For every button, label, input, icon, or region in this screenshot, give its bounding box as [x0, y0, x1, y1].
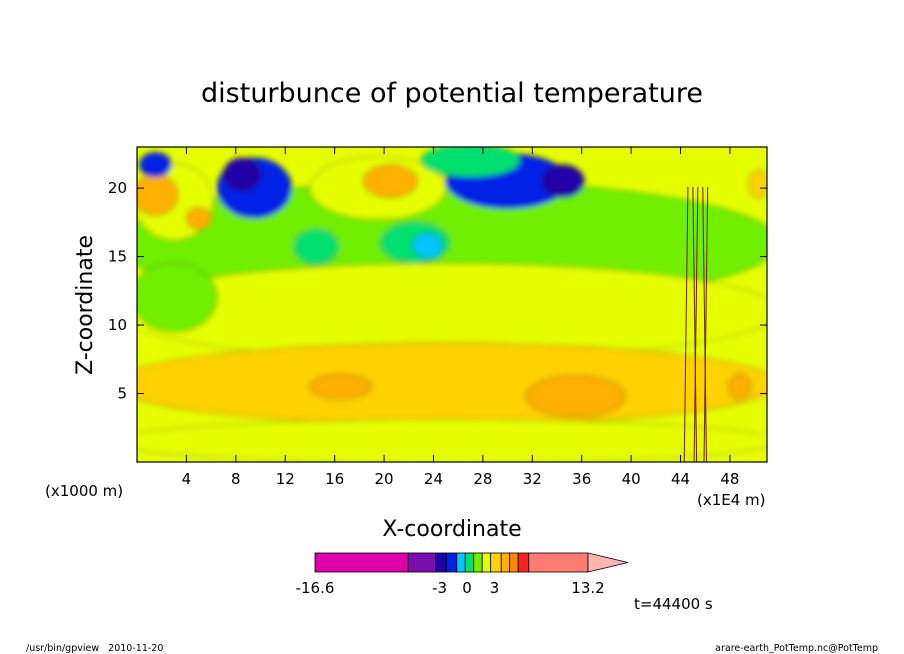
chart-title: disturbunce of potential temperature: [201, 78, 703, 109]
x-tick-label: 16: [325, 470, 344, 488]
disturbance-line: [702, 186, 707, 462]
x-tick-label: 28: [473, 470, 492, 488]
region-high-red-left2: [186, 206, 212, 230]
colorbar-label: 3: [490, 579, 500, 597]
colorbar-segment: [456, 552, 466, 573]
x-unit-label: (x1000 m): [45, 482, 123, 500]
region-high-red-left: [137, 174, 179, 216]
region-high-red-right: [748, 169, 767, 198]
region-purple-34: [541, 164, 585, 198]
x-tick-label: 36: [572, 470, 591, 488]
x-tick-label: 24: [424, 470, 443, 488]
x-extra-label: (x1E4 m): [697, 491, 766, 509]
colorbar-label: -16.6: [296, 579, 335, 597]
x-axis-label: X-coordinate: [382, 517, 521, 542]
region-purple-8: [223, 157, 261, 192]
region-high-red-center: [362, 164, 418, 198]
region-yellow-lower: [137, 419, 767, 462]
region-cyan-top: [420, 147, 521, 178]
colorbar-extension: [587, 552, 629, 573]
colorbar-segment: [509, 552, 519, 573]
region-cyan-14: [293, 228, 339, 266]
colorbar-segment: [481, 552, 492, 573]
colorbar-label: -3: [432, 579, 447, 597]
footer-right: arare-earth_PotTemp.nc@PotTemp: [715, 643, 878, 654]
region-blue-2: [139, 152, 172, 178]
footer-left: /usr/bin/gpview 2010-11-20: [26, 643, 163, 654]
colorbar: -16.6 -3 0 3 13.2: [296, 552, 629, 597]
y-tick-label: 10: [108, 316, 127, 334]
colorbar-label: 0: [462, 579, 472, 597]
contour-regions: [137, 147, 767, 462]
plot-area: [137, 147, 767, 462]
x-tick-label: 40: [622, 470, 641, 488]
x-tick-label: 48: [720, 470, 739, 488]
x-tick-label: 8: [231, 470, 241, 488]
region-orange-34: [525, 375, 626, 418]
colorbar-segment: [517, 552, 530, 573]
disturbance-line: [692, 186, 698, 462]
y-tick-label: 20: [108, 179, 127, 197]
y-axis-label: Z-coordinate: [73, 235, 98, 375]
colorbar-segment: [435, 552, 447, 573]
colorbar-segment: [528, 552, 589, 573]
region-lightorange-band: [137, 342, 767, 426]
x-tick-label: 20: [375, 470, 394, 488]
region-orange-49: [728, 374, 752, 400]
colorbar-segment: [445, 552, 458, 573]
region-orange-16: [309, 374, 373, 400]
region-blue-24: [412, 232, 443, 259]
colorbar-segment: [490, 552, 502, 573]
disturbance-line: [683, 186, 689, 462]
colorbar-segment: [473, 552, 483, 573]
vertical-disturbance-lines: [683, 186, 709, 462]
x-tick-label: 44: [671, 470, 690, 488]
x-tick-label: 32: [523, 470, 542, 488]
disturbance-line: [703, 186, 709, 462]
time-label: t=44400 s: [634, 595, 713, 613]
y-tick-label: 15: [108, 248, 127, 266]
colorbar-segment: [407, 552, 437, 573]
colorbar-segment: [500, 552, 511, 573]
x-axis-ticks: 4 8 12 16 20 24 28 32 36 40 44 48: [182, 147, 739, 488]
y-tick-label: 5: [117, 385, 127, 403]
y-axis-ticks: 5 10 15 20: [108, 179, 767, 403]
disturbance-line: [693, 186, 699, 462]
colorbar-segment: [314, 552, 409, 573]
plot-frame: [136, 146, 768, 463]
region-green-left: [137, 263, 218, 333]
colorbar-label: 13.2: [571, 579, 604, 597]
x-tick-label: 4: [182, 470, 192, 488]
x-tick-label: 12: [276, 470, 295, 488]
colorbar-segment: [464, 552, 475, 573]
